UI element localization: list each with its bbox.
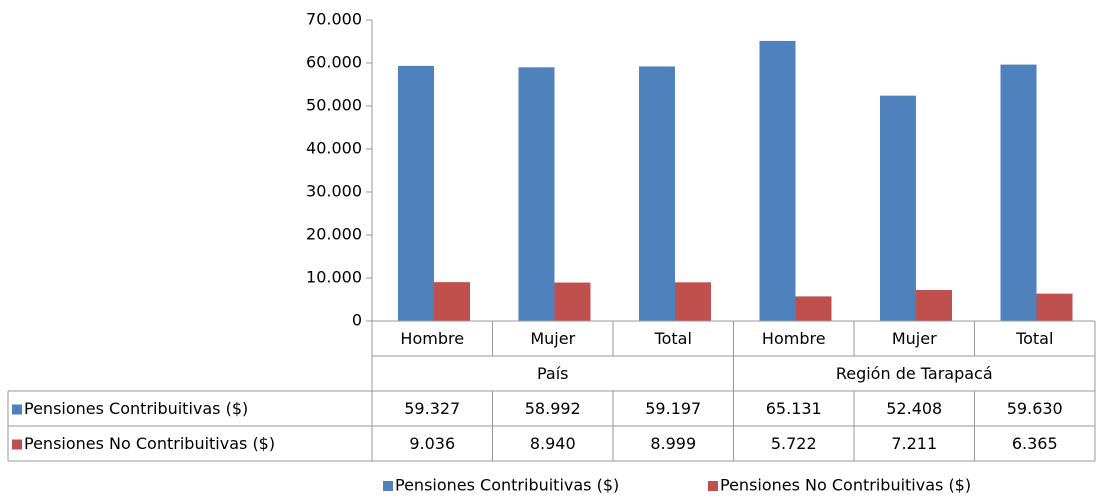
bar bbox=[916, 289, 952, 321]
series-label: Pensiones Contribuitivas ($) bbox=[24, 399, 248, 418]
bar bbox=[759, 40, 796, 321]
x-tick-label: Hombre bbox=[400, 329, 464, 348]
bar bbox=[1036, 293, 1073, 321]
x-tick-label: Mujer bbox=[892, 329, 937, 348]
table-value: 59.197 bbox=[645, 399, 701, 418]
x-tick-label: Total bbox=[1015, 329, 1053, 348]
bar bbox=[880, 95, 916, 321]
y-tick-label: 60.000 bbox=[306, 53, 362, 72]
y-tick-label: 50.000 bbox=[306, 96, 362, 115]
series-label: Pensiones No Contribuitivas ($) bbox=[24, 434, 275, 453]
y-tick-label: 30.000 bbox=[306, 182, 362, 201]
table-value: 52.408 bbox=[886, 399, 942, 418]
y-tick-label: 70.000 bbox=[306, 10, 362, 29]
y-tick-label: 0 bbox=[352, 311, 362, 330]
x-tick-label: Hombre bbox=[762, 329, 826, 348]
table-value: 7.211 bbox=[891, 434, 937, 453]
legend-key bbox=[12, 439, 22, 450]
legend-label: Pensiones Contribuitivas ($) bbox=[395, 476, 619, 495]
table-value: 9.036 bbox=[409, 434, 455, 453]
legend-label: Pensiones No Contribuitivas ($) bbox=[720, 476, 971, 495]
x-tick-label: Mujer bbox=[530, 329, 575, 348]
bar bbox=[675, 282, 711, 321]
bar bbox=[1000, 64, 1037, 321]
group-label: País bbox=[537, 364, 569, 383]
bar bbox=[795, 296, 832, 321]
table-value: 58.992 bbox=[525, 399, 581, 418]
table-value: 59.327 bbox=[404, 399, 460, 418]
y-tick-label: 10.000 bbox=[306, 268, 362, 287]
legend-key bbox=[12, 404, 22, 415]
bar bbox=[434, 282, 470, 321]
bar bbox=[554, 282, 591, 321]
table-value: 8.940 bbox=[530, 434, 576, 453]
table-value: 8.999 bbox=[650, 434, 696, 453]
x-tick-label: Total bbox=[654, 329, 692, 348]
table-value: 59.630 bbox=[1007, 399, 1063, 418]
legend-key bbox=[708, 481, 718, 491]
group-label: Región de Tarapacá bbox=[836, 364, 993, 383]
bar bbox=[639, 66, 675, 321]
table-value: 65.131 bbox=[766, 399, 822, 418]
y-tick-label: 40.000 bbox=[306, 139, 362, 158]
y-tick-label: 20.000 bbox=[306, 225, 362, 244]
legend-key bbox=[383, 481, 393, 491]
bar bbox=[518, 67, 555, 321]
table-value: 6.365 bbox=[1012, 434, 1058, 453]
bar bbox=[398, 65, 434, 322]
table-value: 5.722 bbox=[771, 434, 817, 453]
